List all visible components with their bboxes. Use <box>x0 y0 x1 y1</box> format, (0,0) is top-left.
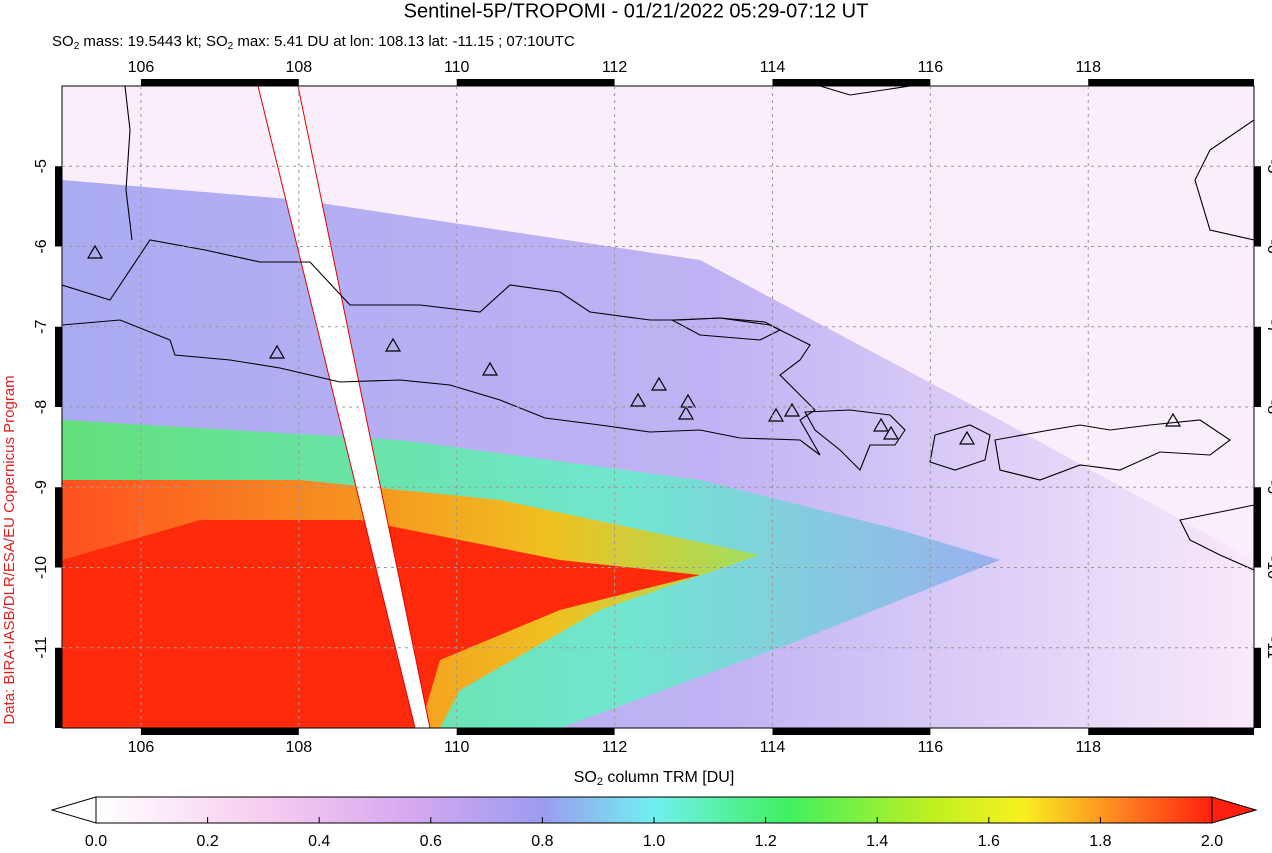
subtitle-sub: 2 <box>74 41 80 52</box>
x-tick-label: 110 <box>444 59 470 76</box>
colorbar-max-arrow <box>1211 796 1258 824</box>
x-tick-label: 116 <box>918 739 944 756</box>
y-tick-label: -10 <box>1264 556 1272 579</box>
colorbar-tick-label: 2.0 <box>1201 833 1223 850</box>
subtitle: SO2 mass: 19.5443 kt; SO2 max: 5.41 DU a… <box>52 33 575 52</box>
frame-bar <box>55 326 62 407</box>
x-tick-label: 112 <box>602 739 628 756</box>
y-tick-label: -7 <box>1264 320 1272 334</box>
frame-bar <box>1254 487 1261 568</box>
x-tick-label: 112 <box>602 59 628 76</box>
subtitle-part: mass: 19.5443 kt; SO <box>79 33 227 50</box>
x-tick-label: 108 <box>285 59 312 76</box>
y-tick-label: -6 <box>33 239 50 253</box>
frame-bar <box>772 728 931 735</box>
frame-bar <box>772 79 931 86</box>
x-tick-label: 118 <box>1075 739 1101 756</box>
coastline-sulawesi <box>1194 119 1254 241</box>
frame-bar <box>1254 326 1261 407</box>
frame-bar <box>1088 728 1254 735</box>
y-tick-label: -9 <box>1264 480 1272 494</box>
colorbar-min-arrow <box>50 796 97 824</box>
colorbar-label: SO2 column TRM [DU] <box>574 769 735 788</box>
y-tick-label: -7 <box>33 320 50 334</box>
frame-bar <box>1254 647 1261 728</box>
y-tick-label: -10 <box>33 556 50 579</box>
frame-bar <box>140 79 299 86</box>
colorbar-tick-label: 0.2 <box>196 833 218 850</box>
x-tick-label: 114 <box>760 59 786 76</box>
y-tick-label: -5 <box>33 159 50 173</box>
frame-bar <box>456 79 615 86</box>
frame-bar <box>1088 79 1254 86</box>
colorbar-tick-label: 1.8 <box>1089 833 1111 850</box>
x-tick-label: 110 <box>444 739 470 756</box>
coastline-sumbawa <box>994 419 1231 481</box>
colorbar-tick-label: 1.6 <box>978 833 1000 850</box>
coastline-madura <box>669 317 782 341</box>
x-tick-label: 106 <box>128 59 155 76</box>
frame-bar <box>140 728 299 735</box>
y-tick-label: -11 <box>33 637 50 659</box>
frame-bar <box>456 728 615 735</box>
coastline-java <box>62 239 821 456</box>
coastline-borneo <box>819 86 911 96</box>
label-part: SO <box>574 769 597 786</box>
y-tick-label: -8 <box>1264 400 1272 414</box>
label-sub: 2 <box>597 776 603 788</box>
x-tick-label: 116 <box>918 59 944 76</box>
y-tick-label: -6 <box>1264 239 1272 253</box>
subtitle-part: SO <box>52 33 74 50</box>
colorbar-tick-label: 1.4 <box>866 833 888 850</box>
colorbar-tick-label: 1.2 <box>754 833 776 850</box>
y-tick-label: -8 <box>33 400 50 414</box>
y-tick-label: -5 <box>1264 159 1272 173</box>
title: Sentinel-5P/TROPOMI - 01/21/2022 05:29-0… <box>404 0 869 22</box>
coastline <box>124 86 133 241</box>
subtitle-sub: 2 <box>228 41 234 52</box>
colorbar-tick-label: 1.0 <box>643 833 665 850</box>
volcanoes <box>86 244 1182 445</box>
x-tick-label: 108 <box>285 739 312 756</box>
x-tick-label: 114 <box>760 739 786 756</box>
frame-bar <box>55 487 62 568</box>
frame-bar <box>55 647 62 728</box>
coastline-bali <box>804 409 906 471</box>
colorbar-tick-label: 0.8 <box>531 833 553 850</box>
frame-bar <box>1254 166 1261 247</box>
x-tick-label: 106 <box>128 739 155 756</box>
colorbar-tick-label: 0.0 <box>85 833 107 850</box>
plume-core <box>62 520 700 728</box>
credit: Data: BIRA-IASB/DLR/ESA/EU Copernicus Pr… <box>1 375 18 724</box>
label-part: column TRM [DU] <box>603 769 734 786</box>
coastline-lombok <box>929 424 991 471</box>
x-tick-label: 118 <box>1075 59 1101 76</box>
colorbar-tick-label: 0.6 <box>420 833 442 850</box>
y-tick-label: -11 <box>1264 637 1272 659</box>
subtitle-part: max: 5.41 DU at lon: 108.13 lat: -11.15 … <box>233 33 575 50</box>
y-tick-label: -9 <box>33 480 50 494</box>
coastline-sumba <box>1179 504 1254 571</box>
colorbar-tick-label: 0.4 <box>308 833 330 850</box>
frame-bar <box>55 166 62 247</box>
